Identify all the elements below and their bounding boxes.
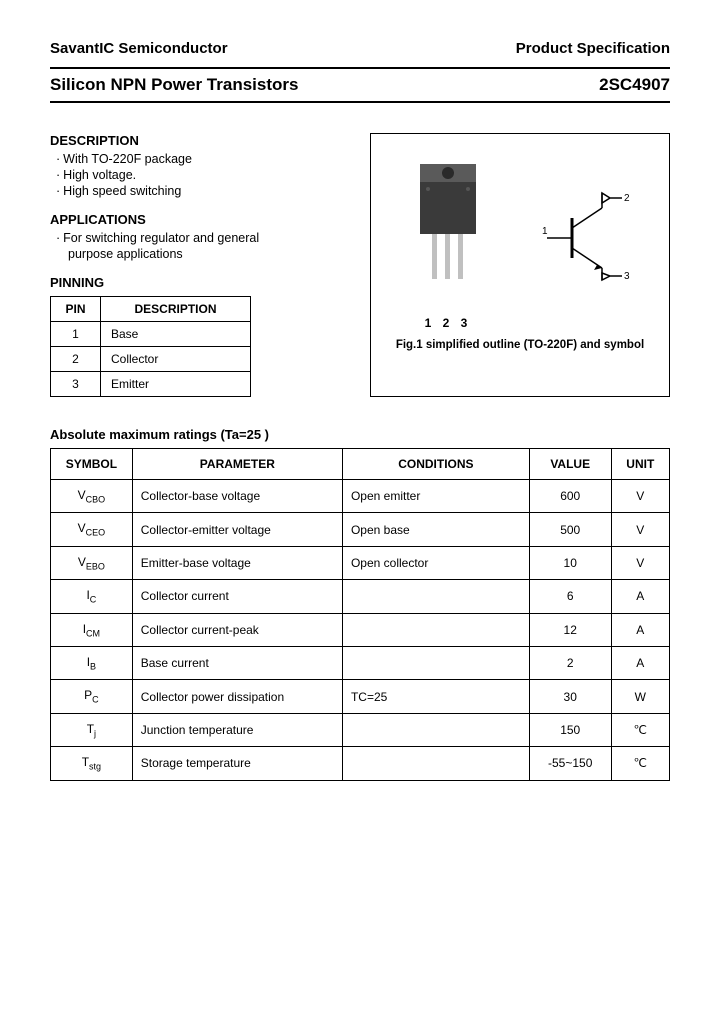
cell-parameter: Collector-emitter voltage [132,513,342,546]
app-item-cont: purpose applications [50,247,350,261]
col-symbol: SYMBOL [51,449,133,480]
cell-unit: A [611,646,669,679]
title-bar: Silicon NPN Power Transistors 2SC4907 [50,67,670,103]
desc-item: High voltage. [56,168,350,182]
cell-parameter: Collector current-peak [132,613,342,646]
col-parameter: PARAMETER [132,449,342,480]
cell-symbol: Tstg [51,747,133,780]
cell-parameter: Collector power dissipation [132,680,342,713]
col-unit: UNIT [611,449,669,480]
cell-parameter: Junction temperature [132,713,342,746]
desc-item: High speed switching [56,184,350,198]
table-row: 1Base [51,322,251,347]
table-row: VEBOEmitter-base voltageOpen collector10… [51,546,670,579]
cell-unit: V [611,546,669,579]
cell-parameter: Emitter-base voltage [132,546,342,579]
cell-unit: A [611,580,669,613]
symbol-pin-3: 3 [624,271,630,282]
table-row: PCCollector power dissipationTC=25 30W [51,680,670,713]
cell-unit: ℃ [611,713,669,746]
cell-symbol: PC [51,680,133,713]
cell-conditions: Open collector [342,546,529,579]
col-pin: PIN [51,297,101,322]
col-desc: DESCRIPTION [101,297,251,322]
cell-conditions: Open emitter [342,480,529,513]
applications-heading: APPLICATIONS [50,212,350,227]
cell-conditions [342,646,529,679]
npn-symbol-icon: 1 2 3 [542,188,632,288]
applications-list: For switching regulator and general [50,231,350,245]
cell-symbol: Tj [51,713,133,746]
description-list: With TO-220F package High voltage. High … [50,152,350,198]
symbol-pin-2: 2 [624,193,630,204]
doc-header: SavantIC Semiconductor Product Specifica… [50,40,670,57]
part-number: 2SC4907 [599,75,670,95]
cell-conditions [342,580,529,613]
ratings-heading: Absolute maximum ratings (Ta=25 ) [50,427,670,442]
table-header-row: SYMBOL PARAMETER CONDITIONS VALUE UNIT [51,449,670,480]
cell-value: 12 [529,613,611,646]
table-row: VCEOCollector-emitter voltageOpen base50… [51,513,670,546]
cell-conditions [342,613,529,646]
table-row: VCBOCollector-base voltageOpen emitter60… [51,480,670,513]
ratings-table: SYMBOL PARAMETER CONDITIONS VALUE UNIT V… [50,448,670,781]
table-row: IBBase current 2A [51,646,670,679]
cell-unit: V [611,480,669,513]
package-drawing: 1 2 3 [408,149,488,330]
cell-parameter: Collector-base voltage [132,480,342,513]
col-conditions: CONDITIONS [342,449,529,480]
product-line: Silicon NPN Power Transistors [50,75,298,95]
cell-unit: ℃ [611,747,669,780]
cell-symbol: IB [51,646,133,679]
cell-value: 10 [529,546,611,579]
cell-symbol: VCEO [51,513,133,546]
transistor-symbol: 1 2 3 [542,188,632,291]
col-value: VALUE [529,449,611,480]
cell-value: 2 [529,646,611,679]
left-column: DESCRIPTION With TO-220F package High vo… [50,133,350,397]
pinning-heading: PINNING [50,275,350,290]
cell-value: -55~150 [529,747,611,780]
cell-symbol: VEBO [51,546,133,579]
symbol-pin-1: 1 [542,226,548,237]
desc-item: With TO-220F package [56,152,350,166]
table-row: TstgStorage temperature -55~150℃ [51,747,670,780]
cell-value: 500 [529,513,611,546]
pinning-table: PIN DESCRIPTION 1Base 2Collector 3Emitte… [50,296,251,397]
table-row: ICMCollector current-peak 12A [51,613,670,646]
description-heading: DESCRIPTION [50,133,350,148]
cell-unit: V [611,513,669,546]
table-row: 3Emitter [51,372,251,397]
cell-parameter: Storage temperature [132,747,342,780]
cell-value: 30 [529,680,611,713]
pin-labels: 1 2 3 [408,316,488,330]
cell-conditions [342,713,529,746]
upper-section: DESCRIPTION With TO-220F package High vo… [50,133,670,397]
to220f-icon [408,149,488,309]
table-row: 2Collector [51,347,251,372]
app-item: For switching regulator and general [56,231,350,245]
doc-type: Product Specification [516,40,670,57]
cell-unit: A [611,613,669,646]
cell-value: 150 [529,713,611,746]
figure-content: 1 2 3 1 2 3 [381,149,659,329]
cell-parameter: Collector current [132,580,342,613]
cell-symbol: VCBO [51,480,133,513]
table-header-row: PIN DESCRIPTION [51,297,251,322]
cell-conditions: TC=25 [342,680,529,713]
cell-conditions: Open base [342,513,529,546]
cell-conditions [342,747,529,780]
cell-value: 6 [529,580,611,613]
table-row: TjJunction temperature 150℃ [51,713,670,746]
figure-caption: Fig.1 simplified outline (TO-220F) and s… [381,339,659,351]
company-name: SavantIC Semiconductor [50,40,228,57]
cell-value: 600 [529,480,611,513]
cell-parameter: Base current [132,646,342,679]
cell-symbol: ICM [51,613,133,646]
figure-box: 1 2 3 1 2 3 Fig.1 simpl [370,133,670,397]
cell-symbol: IC [51,580,133,613]
table-row: ICCollector current 6A [51,580,670,613]
cell-unit: W [611,680,669,713]
